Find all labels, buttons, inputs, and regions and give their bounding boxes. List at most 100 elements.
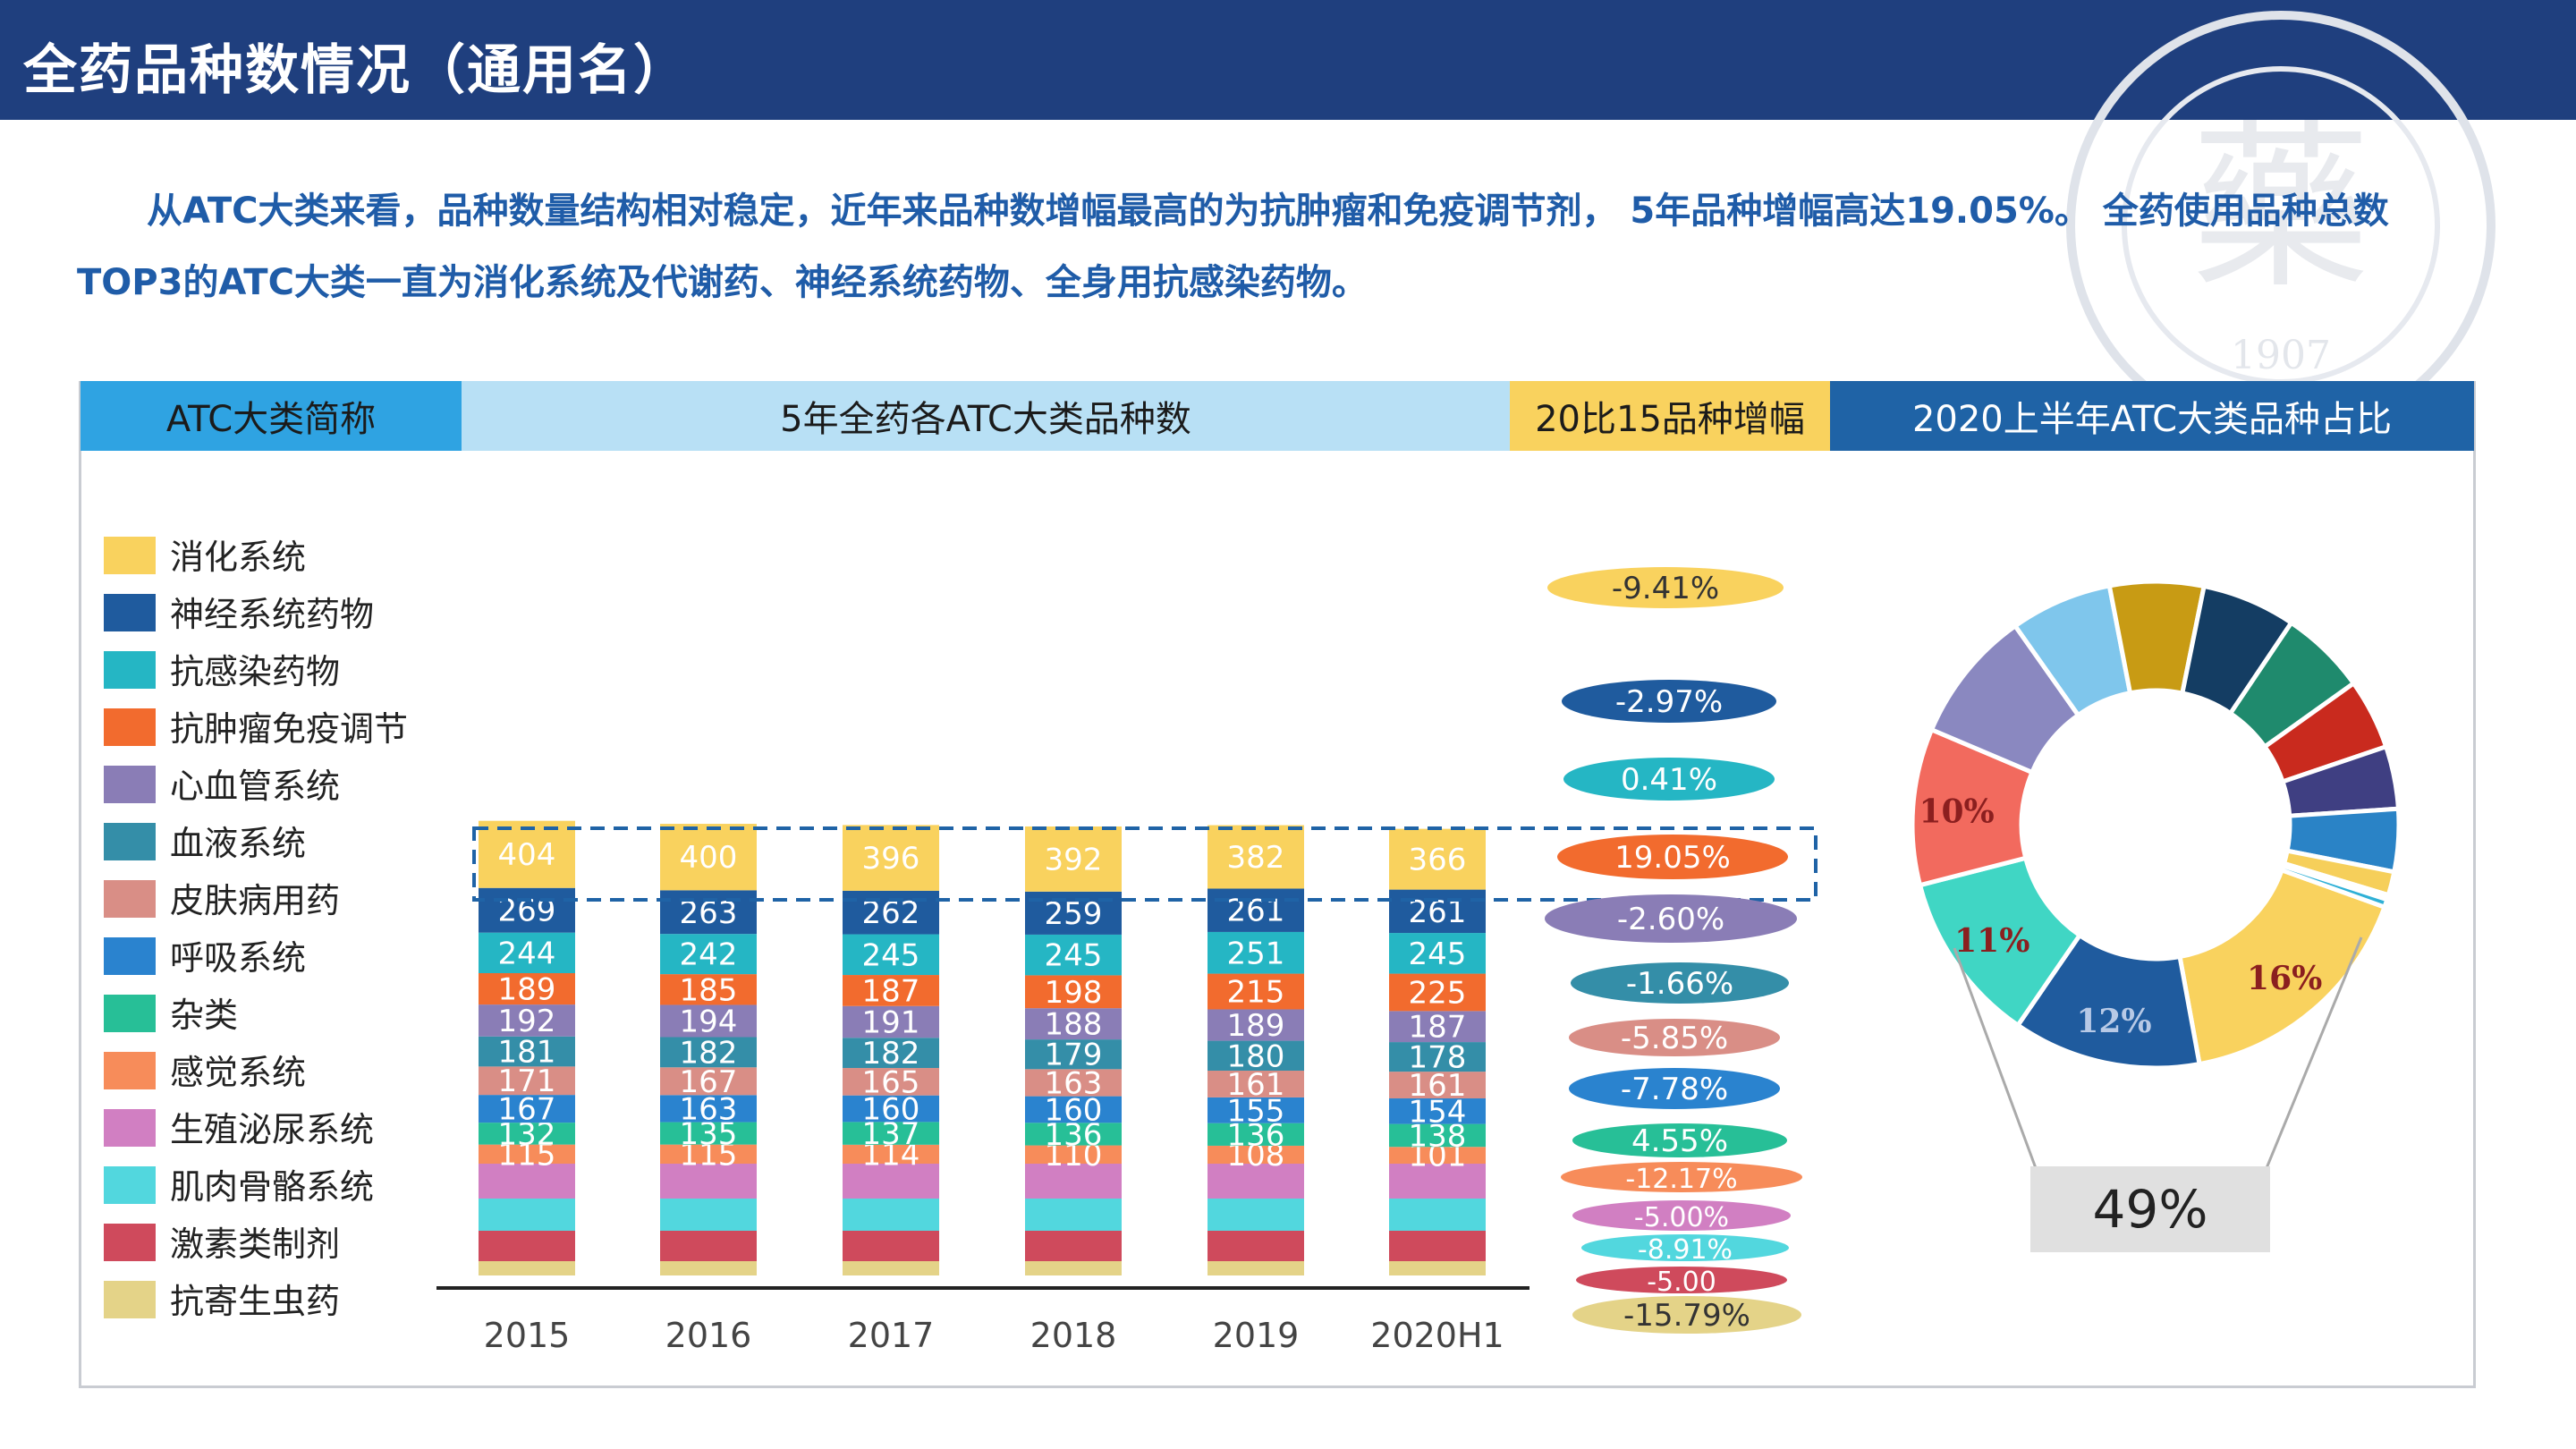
growth-pill bbox=[1569, 1019, 1780, 1056]
growth-pill bbox=[1557, 835, 1788, 879]
growth-label: -15.79% bbox=[1623, 1298, 1750, 1334]
x-tick-label: 2016 bbox=[665, 1316, 752, 1355]
bar-segment bbox=[660, 934, 757, 975]
growth-label: -2.60% bbox=[1617, 902, 1724, 937]
bar-segment bbox=[660, 1122, 757, 1145]
bar-segment bbox=[1389, 1123, 1486, 1148]
bar-segment bbox=[1208, 1164, 1304, 1199]
legend-label: 抗肿瘤免疫调节 bbox=[170, 709, 408, 749]
header-five-year-counts: 5年全药各ATC大类品种数 bbox=[462, 381, 1510, 451]
bar-segment bbox=[1389, 828, 1486, 890]
bar-segment bbox=[1389, 1231, 1486, 1261]
bar-segment bbox=[660, 1067, 757, 1096]
legend-swatch bbox=[104, 823, 156, 860]
bar-segment bbox=[1208, 1261, 1304, 1275]
growth-pill bbox=[1547, 567, 1784, 608]
growth-pill bbox=[1572, 1296, 1801, 1334]
bar-value-label: 225 bbox=[1409, 975, 1467, 1011]
bar-segment bbox=[660, 890, 757, 935]
donut-callout-line bbox=[2265, 936, 2363, 1169]
bar-value-label: 160 bbox=[862, 1092, 920, 1128]
bar-value-label: 135 bbox=[680, 1116, 738, 1152]
bar-value-label: 245 bbox=[1045, 938, 1103, 974]
bar-segment bbox=[1208, 1123, 1304, 1146]
donut-callout-value: 49% bbox=[2092, 1179, 2208, 1240]
bar-value-label: 382 bbox=[1227, 840, 1285, 876]
bar-segment bbox=[660, 1164, 757, 1199]
bar-segment bbox=[660, 1231, 757, 1261]
growth-label: -1.66% bbox=[1626, 966, 1733, 1002]
bar-segment bbox=[1389, 1164, 1486, 1199]
legend-label: 激素类制剂 bbox=[170, 1224, 340, 1264]
seal-char: 藥 bbox=[2191, 105, 2370, 313]
bar-segment bbox=[843, 1231, 939, 1261]
growth-pill bbox=[1563, 758, 1775, 801]
donut-callout-box: 49% bbox=[2030, 1166, 2270, 1252]
bar-segment bbox=[1208, 1199, 1304, 1231]
bar-segment bbox=[479, 1095, 575, 1123]
bar-segment bbox=[660, 1037, 757, 1068]
growth-pill bbox=[1576, 1267, 1787, 1293]
bar-segment bbox=[1208, 1231, 1304, 1261]
bar-value-label: 259 bbox=[1045, 896, 1103, 932]
legend-swatch bbox=[104, 937, 156, 975]
bar-value-label: 189 bbox=[498, 972, 556, 1008]
bar-segment bbox=[1389, 1072, 1486, 1099]
bar-segment bbox=[1389, 1042, 1486, 1072]
bar-value-label: 138 bbox=[1409, 1118, 1467, 1154]
bar-value-label: 194 bbox=[680, 1004, 738, 1039]
growth-label: -12.17% bbox=[1625, 1164, 1737, 1195]
growth-label: -5.00% bbox=[1634, 1202, 1729, 1233]
bar-segment bbox=[843, 934, 939, 976]
bar-value-label: 198 bbox=[1045, 975, 1103, 1011]
bar-segment bbox=[843, 1095, 939, 1123]
legend-label: 感觉系统 bbox=[170, 1053, 306, 1092]
legend-swatch bbox=[104, 1052, 156, 1089]
bar-segment bbox=[1208, 973, 1304, 1010]
bar-segment bbox=[1025, 1069, 1122, 1097]
bar-segment bbox=[1025, 1231, 1122, 1261]
highlight-box bbox=[472, 826, 1818, 902]
bar-segment bbox=[1025, 1008, 1122, 1040]
bar-segment bbox=[1208, 1009, 1304, 1041]
legend-label: 血液系统 bbox=[170, 824, 306, 863]
growth-label: 4.55% bbox=[1631, 1123, 1728, 1159]
growth-label: 0.41% bbox=[1621, 762, 1717, 798]
bar-value-label: 251 bbox=[1227, 936, 1285, 971]
bar-segment bbox=[1025, 1096, 1122, 1123]
bar-value-label: 155 bbox=[1227, 1093, 1285, 1129]
header-growth: 20比15品种增幅 bbox=[1510, 381, 1830, 451]
bar-segment bbox=[1389, 1147, 1486, 1164]
bar-segment bbox=[843, 1164, 939, 1199]
bar-segment bbox=[1025, 1199, 1122, 1231]
bar-segment bbox=[479, 1164, 575, 1199]
bar-value-label: 136 bbox=[1045, 1117, 1103, 1153]
legend-swatch bbox=[104, 995, 156, 1032]
growth-label: -8.91% bbox=[1638, 1234, 1733, 1266]
bar-segment bbox=[843, 1144, 939, 1164]
bar-segment bbox=[660, 1004, 757, 1038]
bar-value-label: 163 bbox=[680, 1091, 738, 1127]
bar-segment bbox=[660, 1199, 757, 1231]
legend-swatch bbox=[104, 1224, 156, 1261]
bar-value-label: 171 bbox=[498, 1063, 556, 1099]
bar-segment bbox=[1208, 931, 1304, 974]
page-title: 全药品种数情况（通用名） bbox=[23, 39, 689, 102]
growth-pill bbox=[1581, 1234, 1789, 1261]
seal-year: 1907 bbox=[2231, 333, 2331, 378]
bar-value-label: 136 bbox=[1227, 1117, 1285, 1153]
bar-segment bbox=[1025, 975, 1122, 1009]
association-seal-watermark: 藥 1907 bbox=[2066, 11, 2496, 440]
legend-label: 生殖泌尿系统 bbox=[170, 1110, 374, 1149]
bar-segment bbox=[479, 1123, 575, 1145]
growth-pill bbox=[1571, 962, 1789, 1004]
bar-segment bbox=[1208, 1097, 1304, 1123]
bar-value-label: 161 bbox=[1409, 1068, 1467, 1104]
bar-segment bbox=[479, 1231, 575, 1261]
growth-label: 19.05% bbox=[1614, 840, 1731, 876]
donut-callout-line bbox=[1953, 947, 2038, 1169]
bar-segment bbox=[1208, 888, 1304, 932]
legend-swatch bbox=[104, 1166, 156, 1204]
growth-label: -2.97% bbox=[1615, 684, 1723, 720]
bar-value-label: 179 bbox=[1045, 1038, 1103, 1073]
